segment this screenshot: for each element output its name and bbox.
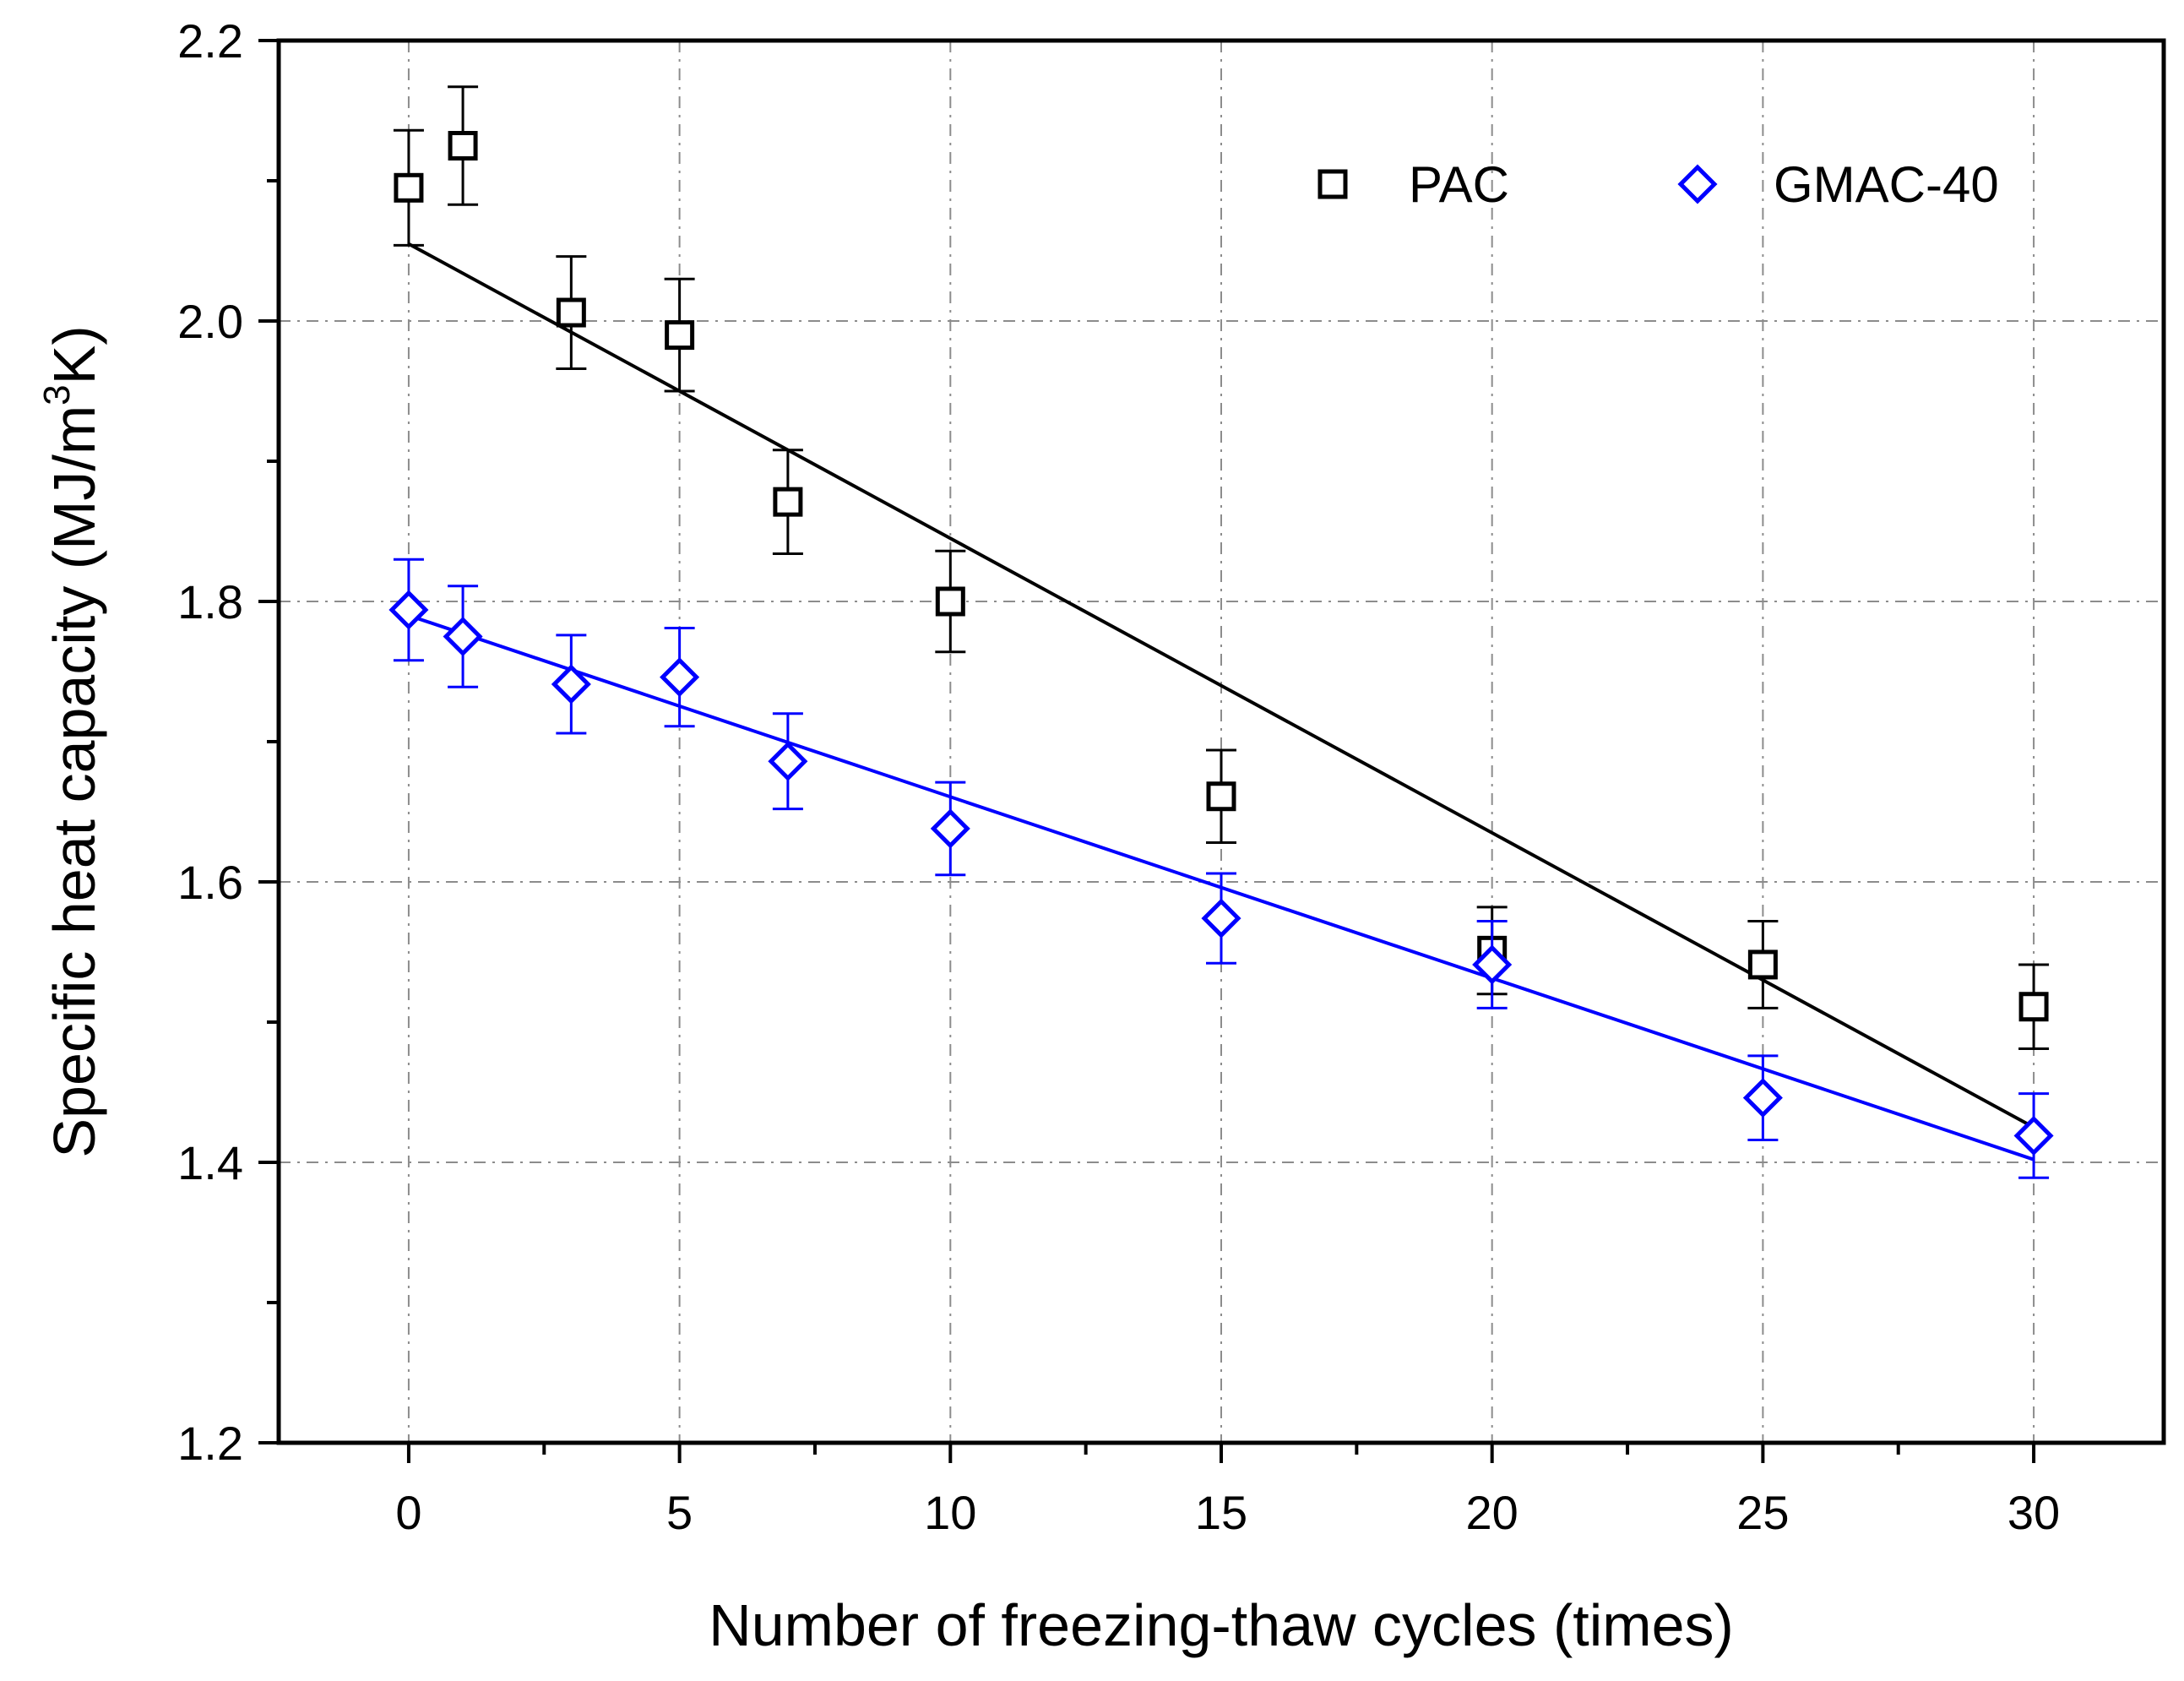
y-axis-title-main: Specific heat capacity (MJ/m	[41, 405, 107, 1158]
legend-marker-pac	[1317, 169, 1348, 199]
point-pac-3	[556, 255, 587, 370]
point-gmac-40-7	[768, 712, 808, 811]
x-tick-label-25: 25	[1736, 1486, 1789, 1539]
y-tick-label-1.8: 1.8	[177, 575, 243, 628]
y-tick-label-1.2: 1.2	[177, 1417, 243, 1470]
point-gmac-40-20	[1472, 919, 1513, 1009]
x-tick-label-0: 0	[395, 1486, 421, 1539]
marker-gmac-40-10	[930, 808, 970, 849]
marker-gmac-40-5	[660, 657, 700, 698]
point-pac-30	[2018, 963, 2050, 1051]
point-pac-25	[1747, 919, 1779, 1009]
point-pac-0	[393, 128, 424, 247]
point-gmac-40-1	[443, 585, 483, 688]
point-gmac-40-0	[388, 558, 429, 662]
y-tick-label-1.4: 1.4	[177, 1136, 243, 1189]
point-pac-1	[448, 85, 479, 206]
legend-marker-gmac-40	[1677, 164, 1718, 204]
point-pac-7	[772, 449, 803, 556]
marker-pac-30	[2018, 992, 2049, 1022]
point-gmac-40-25	[1742, 1054, 1783, 1141]
y-axis-title-end: K)	[41, 325, 107, 384]
axis-ticks: 0 5 10 15 20 25 30 1.2 1.4 1.6 1.8 2.0 2.2	[177, 14, 2060, 1539]
marker-gmac-40-0	[388, 590, 429, 630]
point-gmac-40-15	[1201, 872, 1241, 965]
point-gmac-40-10	[930, 781, 970, 877]
y-axis-title: Specific heat capacity (MJ/m3K)	[36, 325, 107, 1157]
y-tick-label-1.6: 1.6	[177, 856, 243, 909]
marker-gmac-40-3	[551, 664, 591, 704]
marker-gmac-40-1	[443, 616, 483, 657]
point-pac-5	[664, 277, 695, 393]
x-tick-label-15: 15	[1195, 1486, 1247, 1539]
marker-pac-5	[665, 320, 695, 351]
x-tick-label-20: 20	[1466, 1486, 1518, 1539]
marker-pac-15	[1206, 781, 1236, 812]
point-gmac-40-5	[660, 627, 700, 728]
x-tick-label-30: 30	[2007, 1486, 2060, 1539]
y-axis-title-superscript: 3	[36, 384, 78, 405]
x-tick-label-5: 5	[666, 1486, 693, 1539]
marker-pac-7	[773, 487, 803, 517]
marker-gmac-40-20	[1472, 944, 1513, 985]
point-gmac-40-3	[551, 634, 591, 735]
data-points	[388, 85, 2054, 1179]
legend-label-pac: PAC	[1409, 156, 1509, 213]
marker-gmac-40-15	[1201, 898, 1241, 938]
grid-layer	[279, 41, 2164, 1443]
legend-label-gmac-40: GMAC-40	[1774, 156, 1999, 213]
y-tick-label-2.2: 2.2	[177, 14, 243, 68]
point-gmac-40-30	[2013, 1092, 2054, 1179]
marker-pac-3	[556, 297, 586, 328]
marker-pac-25	[1747, 949, 1778, 980]
x-tick-label-10: 10	[924, 1486, 976, 1539]
marker-gmac-40-7	[768, 741, 808, 781]
legend: PAC GMAC-40	[1317, 156, 1999, 213]
x-axis-title: Number of freezing-thaw cycles (times)	[709, 1592, 1734, 1658]
marker-pac-1	[448, 131, 478, 160]
point-pac-10	[935, 549, 966, 654]
marker-pac-0	[394, 172, 424, 203]
marker-gmac-40-30	[2013, 1115, 2054, 1156]
marker-gmac-40-25	[1742, 1078, 1783, 1118]
point-pac-15	[1206, 748, 1236, 845]
marker-pac-10	[935, 586, 965, 617]
y-tick-label-2.0: 2.0	[177, 295, 243, 348]
